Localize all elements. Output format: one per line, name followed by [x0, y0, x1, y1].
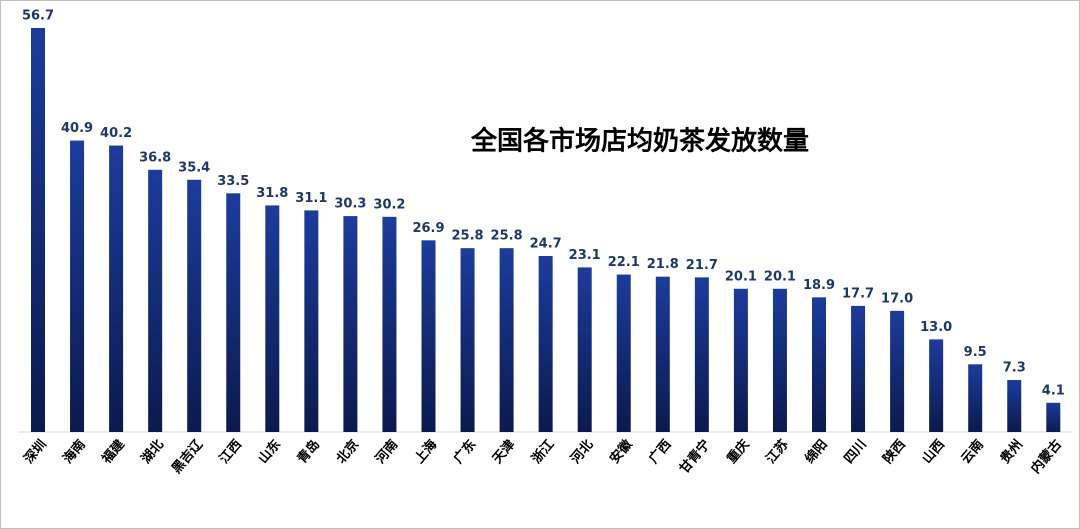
bar — [109, 145, 124, 432]
bar — [421, 240, 436, 432]
bar — [265, 205, 280, 432]
value-label: 22.1 — [608, 255, 640, 270]
bar — [226, 193, 241, 432]
value-label: 33.5 — [217, 174, 249, 189]
bar — [31, 28, 45, 432]
bar — [733, 288, 748, 432]
chart-title: 全国各市场店均奶茶发放数量 — [470, 126, 809, 157]
bar — [890, 310, 905, 432]
bar — [343, 216, 358, 432]
value-label: 21.7 — [686, 258, 718, 273]
value-label: 17.7 — [842, 286, 874, 301]
bar — [70, 140, 85, 432]
bar — [968, 364, 983, 432]
bar — [538, 256, 553, 432]
value-label: 36.8 — [139, 150, 171, 165]
value-label: 4.1 — [1042, 383, 1065, 398]
value-label: 13.0 — [920, 320, 952, 335]
bar — [694, 277, 709, 432]
bar — [382, 216, 397, 432]
value-label: 25.8 — [491, 229, 523, 244]
value-label: 56.7 — [22, 9, 54, 24]
bar — [772, 288, 787, 432]
bar — [655, 276, 670, 432]
value-label: 7.3 — [1003, 360, 1026, 375]
value-label: 26.9 — [412, 221, 444, 236]
value-label: 9.5 — [964, 345, 987, 360]
value-label: 30.3 — [334, 197, 366, 212]
value-label: 24.7 — [530, 237, 562, 252]
bar — [499, 248, 514, 432]
bar — [812, 297, 826, 432]
value-label: 20.1 — [725, 269, 757, 284]
value-label: 40.9 — [61, 121, 93, 136]
value-label: 31.1 — [295, 191, 327, 206]
value-label: 25.8 — [452, 229, 484, 244]
bar — [929, 339, 944, 432]
value-label: 23.1 — [569, 248, 601, 263]
bar — [1046, 402, 1061, 432]
bar — [851, 305, 866, 432]
bar — [148, 169, 163, 433]
bar — [577, 267, 592, 432]
value-label: 17.0 — [881, 291, 913, 306]
value-label: 31.8 — [256, 186, 288, 201]
value-label: 30.2 — [373, 197, 405, 212]
value-label: 40.2 — [100, 126, 132, 141]
bar — [304, 210, 319, 432]
bar — [460, 248, 475, 432]
value-label: 35.4 — [178, 160, 210, 175]
bar — [1007, 379, 1022, 432]
bar — [616, 274, 631, 432]
value-label: 18.9 — [803, 278, 835, 293]
bar — [187, 179, 202, 432]
value-label: 21.8 — [647, 257, 679, 272]
value-label: 20.1 — [764, 269, 796, 284]
